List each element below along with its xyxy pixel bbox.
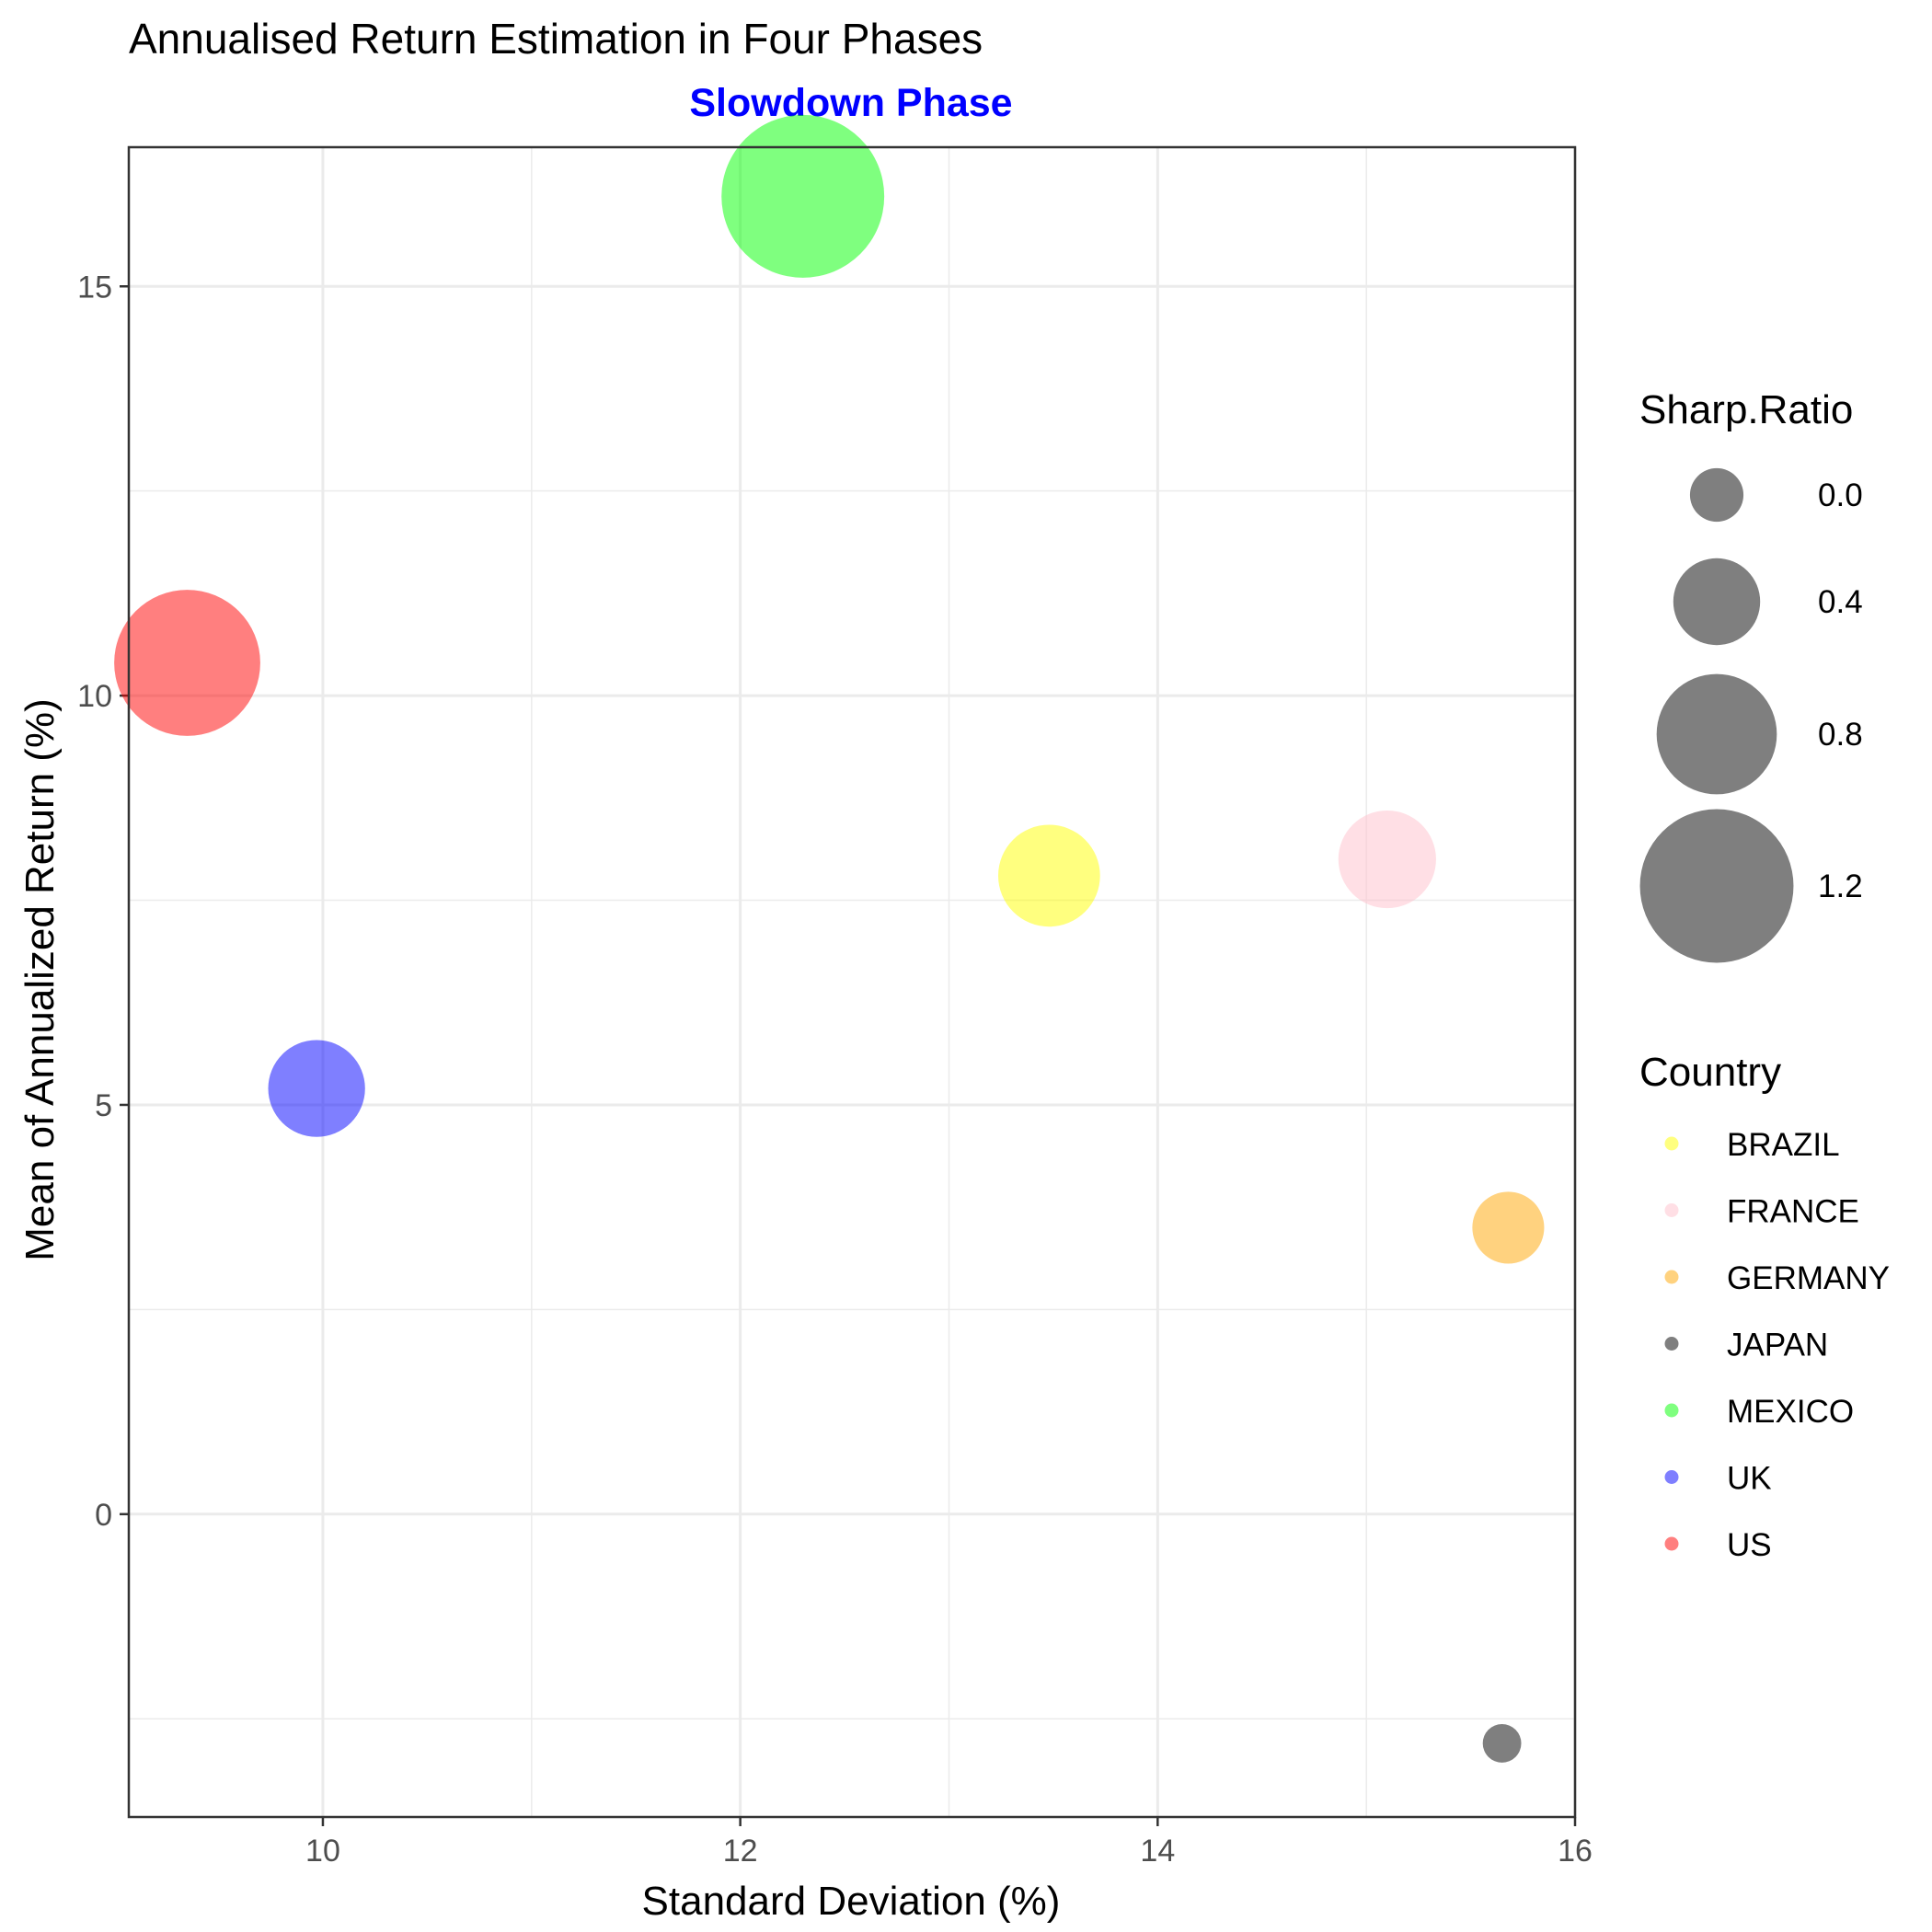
color-legend-title: Country bbox=[1639, 1050, 1781, 1095]
point-us bbox=[114, 590, 260, 736]
x-tick-label: 12 bbox=[723, 1834, 758, 1869]
color-legend-key bbox=[1664, 1470, 1679, 1484]
x-tick-label: 10 bbox=[305, 1834, 340, 1869]
color-legend-label: FRANCE bbox=[1727, 1194, 1859, 1230]
color-legend-key bbox=[1664, 1136, 1679, 1151]
size-legend-label: 1.2 bbox=[1818, 868, 1863, 904]
color-legend-key bbox=[1664, 1536, 1679, 1551]
size-legend-label: 0.0 bbox=[1818, 477, 1863, 513]
size-legend: Sharp.Ratio 0.0 0.4 0.8 1.2 bbox=[1639, 387, 1863, 963]
x-axis-title: Standard Deviation (%) bbox=[642, 1879, 1061, 1924]
point-japan bbox=[1482, 1724, 1522, 1763]
panel-border bbox=[127, 145, 1577, 1819]
point-brazil bbox=[998, 824, 1100, 927]
color-legend-label: UK bbox=[1727, 1461, 1772, 1497]
x-tick-label: 14 bbox=[1140, 1834, 1175, 1869]
color-legend-label: BRAZIL bbox=[1727, 1127, 1840, 1163]
size-legend-label: 0.8 bbox=[1818, 717, 1863, 753]
size-legend-key bbox=[1673, 558, 1761, 646]
color-legend-key bbox=[1664, 1403, 1679, 1418]
color-legend-label: US bbox=[1727, 1527, 1772, 1563]
point-uk bbox=[268, 1040, 365, 1137]
chart-subtitle: Slowdown Phase bbox=[689, 81, 1012, 125]
y-tick-label: 5 bbox=[95, 1088, 112, 1123]
color-legend-key bbox=[1664, 1337, 1679, 1351]
y-tick-label: 0 bbox=[95, 1498, 112, 1533]
size-legend-label: 0.4 bbox=[1818, 584, 1863, 620]
color-legend-key bbox=[1664, 1203, 1679, 1217]
chart-title: Annualised Return Estimation in Four Pha… bbox=[129, 15, 983, 63]
size-legend-title: Sharp.Ratio bbox=[1639, 387, 1853, 432]
size-legend-key bbox=[1639, 809, 1794, 963]
y-tick-label: 15 bbox=[77, 270, 112, 305]
size-legend-key bbox=[1656, 673, 1777, 795]
point-mexico bbox=[721, 114, 885, 278]
panel-background bbox=[129, 147, 1575, 1817]
y-axis-title: Mean of Annualized Return (%) bbox=[17, 698, 63, 1260]
color-legend-label: JAPAN bbox=[1727, 1328, 1828, 1363]
color-legend: Country BRAZIL FRANCE GERMANY JAPAN MEXICO UK… bbox=[1639, 1050, 1890, 1563]
color-legend-label: MEXICO bbox=[1727, 1394, 1854, 1430]
plot-panel: 10 12 14 16 0 5 10 15 bbox=[77, 114, 1593, 1869]
x-tick-label: 16 bbox=[1558, 1834, 1593, 1869]
point-germany bbox=[1472, 1191, 1545, 1264]
y-tick-label: 10 bbox=[77, 679, 112, 714]
size-legend-key bbox=[1689, 467, 1744, 523]
color-legend-label: GERMANY bbox=[1727, 1260, 1890, 1296]
point-france bbox=[1338, 810, 1436, 909]
color-legend-key bbox=[1664, 1270, 1679, 1284]
